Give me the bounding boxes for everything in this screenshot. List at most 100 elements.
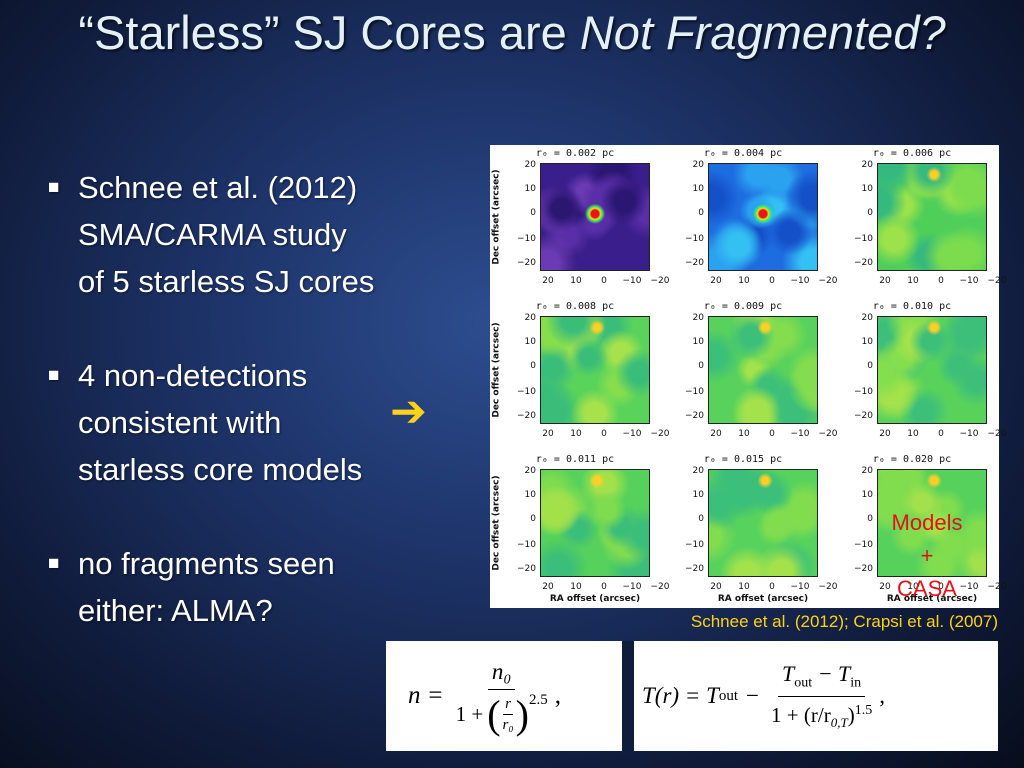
t-out: T [782, 661, 795, 687]
model-figure: r₀ = 0.002 pc 20 10 0 −10 −20 20 10 0 −10 −20 Dec o… [490, 145, 1007, 608]
x-tick-label: −20 [987, 582, 1007, 592]
model-map-panel: r₀ = 0.015 pc 20 10 0 −10 −20 20 10 0 −10 −20 RA of… [658, 451, 838, 604]
x-tick-label: 10 [907, 582, 919, 592]
model-map-panel: r₀ = 0.002 pc 20 10 0 −10 −20 20 10 0 −10 −20 Dec o… [490, 145, 669, 295]
x-tick-row: 20 10 0 −10 −20 [698, 276, 837, 288]
bullet-line: either: ALMA? [78, 593, 273, 628]
bullet-marker: ■ [48, 365, 60, 386]
x-tick-row: 20 10 0 −10 −20 [867, 276, 1006, 288]
bullet-marker: ■ [48, 553, 60, 574]
density-lhs: n = [408, 682, 444, 709]
x-tick-label: −20 [650, 429, 670, 439]
y-tick-label: 10 [692, 337, 704, 347]
y-tick-label: −20 [854, 564, 873, 574]
bullet-item: ■ 4 non-detections consistent with starl… [44, 352, 484, 493]
y-tick-label: 20 [692, 313, 704, 323]
r0-denominator: r₀ [502, 716, 514, 733]
model-map-panel: r₀ = 0.011 pc 20 10 0 −10 −20 20 10 0 −10 −20 Dec o… [490, 451, 669, 604]
y-tick-label: −10 [685, 234, 704, 244]
title-main: “Starless” SJ Cores are [78, 6, 580, 59]
x-tick-label: 0 [769, 429, 775, 439]
x-tick-label: 0 [601, 582, 607, 592]
y-tick-label: 10 [861, 337, 873, 347]
models-casa-label: Models + CASA [866, 506, 988, 605]
x-axis-label: RA offset (arcsec) [886, 594, 978, 604]
x-tick-row: 20 10 0 −10 −20 [530, 582, 669, 594]
t-out-sub: out [794, 675, 813, 691]
x-tick-label: −20 [650, 276, 670, 286]
temperature-comma: , [879, 683, 885, 708]
intensity-map [540, 316, 650, 424]
y-tick-label: −20 [517, 411, 536, 421]
y-tick-label: −10 [854, 234, 873, 244]
y-tick-label: 0 [530, 208, 536, 218]
equation-divider [622, 641, 634, 751]
bullet-line: SMA/CARMA study [78, 217, 347, 252]
y-tick-label: 0 [867, 361, 873, 371]
x-tick-label: 10 [738, 429, 750, 439]
y-tick-label: −20 [685, 258, 704, 268]
y-tick-label: 20 [524, 466, 536, 476]
y-tick-label: 10 [692, 184, 704, 194]
x-tick-label: 20 [710, 429, 722, 439]
x-tick-label: −10 [790, 429, 810, 439]
bullet-item: ■ no fragments seen either: ALMA? [44, 540, 484, 634]
x-tick-label: −10 [959, 429, 979, 439]
bullet-line: consistent with [78, 405, 282, 440]
x-tick-row: 20 10 0 −10 −20 [698, 429, 837, 441]
r0-label: r₀ = 0.008 pc [535, 301, 615, 312]
y-tick-label: 20 [524, 160, 536, 170]
citation: Schnee et al. (2012); Crapsi et al. (200… [690, 612, 998, 631]
y-tick-label: 0 [867, 514, 873, 524]
r0-label: r₀ = 0.009 pc [703, 301, 783, 312]
bullet-item: ■ Schnee et al. (2012) SMA/CARMA study o… [44, 164, 484, 305]
x-tick-label: −10 [622, 276, 642, 286]
r0-label: r₀ = 0.020 pc [872, 454, 952, 465]
model-map-panel: r₀ = 0.020 pc 20 10 0 −10 −20 20 10 0 −10 −20 RA of… [827, 451, 1007, 604]
bullet-line: of 5 starless SJ cores [78, 264, 375, 299]
intensity-map [877, 163, 987, 271]
r0-label: r₀ = 0.002 pc [535, 148, 615, 159]
x-tick-label: −20 [650, 582, 670, 592]
t-den-close: ) [847, 702, 855, 727]
density-den-prefix: 1 + [455, 702, 484, 726]
x-tick-row: 20 10 0 −10 −20 [867, 582, 1006, 594]
model-map-panel: r₀ = 0.010 pc 20 10 0 −10 −20 20 10 0 −10 −20 [827, 298, 1007, 448]
t-in: − T [812, 661, 851, 687]
y-tick-label: −20 [517, 258, 536, 268]
intensity-map [708, 316, 818, 424]
x-tick-label: 20 [879, 276, 891, 286]
x-tick-row: 20 10 0 −10 −20 [698, 582, 837, 594]
y-tick-label: −10 [854, 387, 873, 397]
x-tick-label: 20 [542, 429, 554, 439]
r0-label: r₀ = 0.006 pc [872, 148, 952, 159]
y-tick-label: −10 [685, 387, 704, 397]
y-tick-label: 20 [861, 313, 873, 323]
intensity-map [708, 163, 818, 271]
x-tick-label: 0 [938, 582, 944, 592]
y-tick-label: 20 [692, 466, 704, 476]
x-tick-label: −10 [959, 276, 979, 286]
x-tick-label: 0 [601, 429, 607, 439]
x-tick-label: 0 [601, 276, 607, 286]
y-tick-label: 0 [530, 361, 536, 371]
x-tick-label: 10 [570, 276, 582, 286]
y-tick-label: 10 [692, 490, 704, 500]
t-den-main: 1 + (r/r [771, 702, 831, 727]
y-tick-label: 10 [861, 184, 873, 194]
x-tick-label: 10 [570, 429, 582, 439]
x-tick-label: 20 [542, 276, 554, 286]
x-tick-row: 20 10 0 −10 −20 [530, 429, 669, 441]
x-tick-label: −20 [818, 429, 838, 439]
y-tick-label: 20 [692, 160, 704, 170]
y-tick-label: −20 [854, 258, 873, 268]
y-tick-label: −10 [517, 387, 536, 397]
x-tick-row: 20 10 0 −10 −20 [530, 276, 669, 288]
x-axis-label: RA offset (arcsec) [549, 594, 641, 604]
x-tick-label: 0 [769, 276, 775, 286]
y-tick-label: −10 [854, 540, 873, 550]
y-tick-label: 20 [861, 160, 873, 170]
r0-label: r₀ = 0.010 pc [872, 301, 952, 312]
